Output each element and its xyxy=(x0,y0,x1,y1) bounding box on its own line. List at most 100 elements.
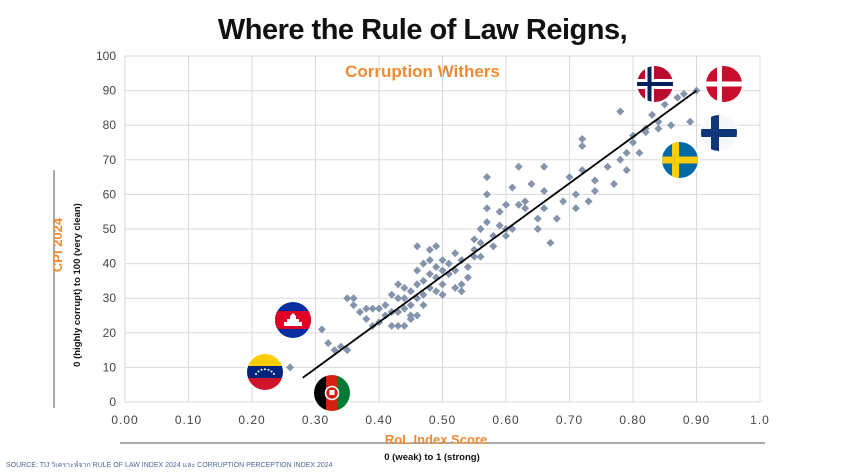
data-point xyxy=(463,273,472,282)
x-tick-label: 0.90 xyxy=(683,413,710,427)
data-point xyxy=(413,311,422,320)
data-point xyxy=(540,204,549,213)
data-point xyxy=(622,148,631,157)
data-point xyxy=(622,166,631,175)
finland-flag xyxy=(699,113,739,153)
data-point xyxy=(521,197,530,206)
trend-line xyxy=(302,89,698,379)
data-point xyxy=(514,200,523,209)
data-point xyxy=(432,263,441,272)
data-point xyxy=(438,280,447,289)
data-point xyxy=(654,124,663,133)
data-point xyxy=(476,238,485,247)
data-point xyxy=(590,186,599,195)
data-point xyxy=(502,200,510,209)
data-point xyxy=(482,218,491,227)
data-point xyxy=(565,173,574,182)
y-tick-label: 100 xyxy=(96,49,116,63)
data-point xyxy=(495,221,504,230)
data-point xyxy=(533,214,542,223)
x-tick-label: 0.60 xyxy=(492,413,519,427)
data-point xyxy=(425,256,434,265)
data-point xyxy=(343,346,352,355)
data-point xyxy=(451,249,460,258)
data-point xyxy=(603,162,612,171)
x-tick-label: 0.00 xyxy=(111,413,138,427)
tick-labels: 0.00 0.10 0.20 0.30 0.40 0.50 0.60 0.70 0.80 0.90… xyxy=(96,49,770,427)
data-point xyxy=(648,110,657,119)
data-point xyxy=(482,190,491,199)
data-point xyxy=(476,225,485,233)
y-tick-label: 80 xyxy=(103,118,117,132)
x-tick-label: 0.50 xyxy=(429,413,456,427)
data-point xyxy=(375,304,383,313)
data-point xyxy=(616,107,625,116)
data-point xyxy=(413,266,422,275)
x-tick-label: 1.0 xyxy=(750,413,770,427)
data-point xyxy=(457,256,466,265)
data-point xyxy=(432,242,441,251)
norway-flag xyxy=(635,64,675,104)
data-point xyxy=(616,155,625,164)
x-tick-label: 0.40 xyxy=(365,413,392,427)
data-point xyxy=(457,287,466,296)
data-point xyxy=(343,294,352,303)
data-point xyxy=(578,141,587,150)
y-tick-label: 10 xyxy=(103,360,117,374)
data-point xyxy=(362,314,371,323)
y-tick-label: 90 xyxy=(103,84,117,98)
data-point xyxy=(413,280,422,289)
y-axis-title: CPI 2024 xyxy=(50,217,65,272)
data-point xyxy=(425,269,434,278)
data-point xyxy=(679,90,688,99)
x-tick-label: 0.80 xyxy=(619,413,646,427)
y-axis-subtitle: 0 (highly corrupt) to 100 (very clean) xyxy=(72,203,83,367)
data-point xyxy=(546,238,555,247)
x-axis-title: RoL Index Score xyxy=(385,432,487,447)
data-point xyxy=(317,325,326,334)
afghanistan-flag xyxy=(312,373,352,413)
data-point xyxy=(527,180,536,189)
data-point xyxy=(667,121,676,130)
data-point xyxy=(381,301,390,310)
data-point xyxy=(438,290,447,299)
data-point xyxy=(406,287,415,296)
data-point xyxy=(540,186,549,195)
data-point xyxy=(394,321,403,330)
data-point xyxy=(609,180,618,189)
data-point xyxy=(387,290,396,299)
data-point xyxy=(590,176,599,185)
data-point xyxy=(419,290,428,299)
data-point xyxy=(451,283,460,292)
data-point xyxy=(514,162,523,171)
data-point xyxy=(444,259,453,268)
data-point xyxy=(406,314,415,323)
data-point xyxy=(571,190,580,199)
data-point xyxy=(540,162,549,171)
data-point xyxy=(400,304,409,313)
data-point xyxy=(552,214,561,223)
data-point xyxy=(438,256,447,265)
data-point xyxy=(349,294,358,303)
data-point xyxy=(400,294,409,303)
data-point xyxy=(419,276,428,285)
data-point xyxy=(635,148,644,157)
x-axis-subtitle: 0 (weak) to 1 (strong) xyxy=(384,452,480,463)
data-point xyxy=(502,231,510,240)
data-point xyxy=(489,242,498,251)
denmark-flag xyxy=(704,64,744,104)
data-point xyxy=(425,245,434,254)
data-point xyxy=(463,263,472,272)
venezuela-flag xyxy=(245,352,285,392)
data-point xyxy=(400,321,409,330)
data-point xyxy=(470,235,479,244)
data-point xyxy=(584,197,593,206)
data-point xyxy=(438,266,447,275)
chart-title: Where the Rule of Law Reigns, xyxy=(217,14,628,46)
source-note: SOURCE: TIJ วิเคราะห์จาก RULE OF LAW IND… xyxy=(6,462,333,469)
data-point xyxy=(578,135,587,144)
data-point xyxy=(457,280,466,289)
y-tick-label: 70 xyxy=(103,153,117,167)
data-point xyxy=(673,93,682,102)
